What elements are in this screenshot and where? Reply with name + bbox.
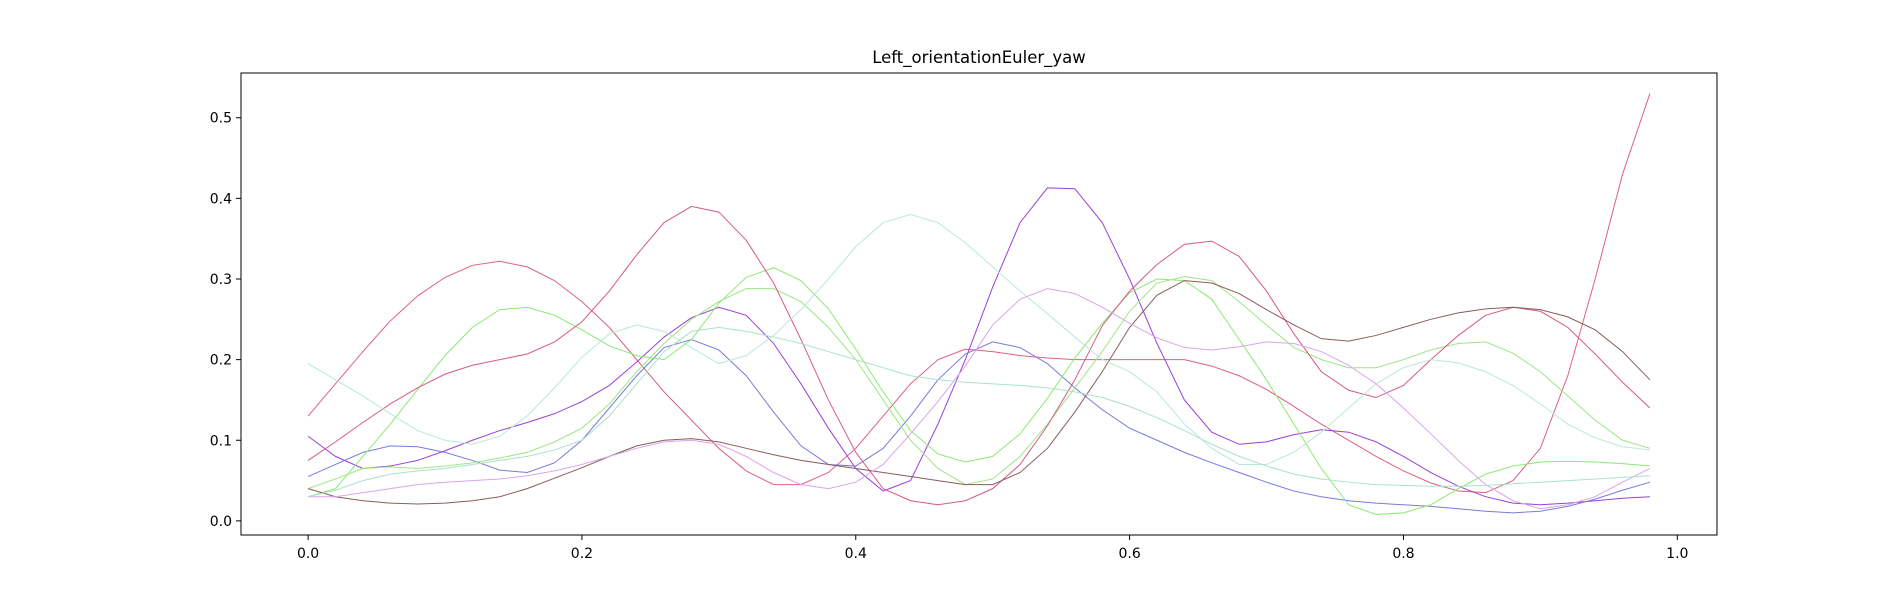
- series-line-9: [308, 288, 1651, 510]
- y-tick-label: 0.4: [210, 191, 232, 207]
- x-tick-label: 0.4: [845, 546, 867, 562]
- y-tick-label: 0.0: [210, 514, 232, 530]
- y-axis: 0.0 0.1 0.2 0.3 0.4 0.5: [210, 111, 241, 530]
- x-tick-label: 0.0: [297, 546, 319, 562]
- series-layer: [307, 93, 1651, 515]
- y-tick-label: 0.5: [210, 111, 232, 127]
- y-tick-label: 0.2: [210, 353, 232, 369]
- y-tick-label: 0.1: [210, 433, 232, 449]
- y-tick-label: 0.3: [210, 272, 232, 288]
- series-line-4: [307, 267, 1650, 515]
- x-tick-label: 0.8: [1392, 546, 1414, 562]
- x-tick-label: 0.2: [571, 546, 593, 562]
- series-line-2: [307, 187, 1650, 506]
- chart-title: Left_orientationEuler_yaw: [872, 48, 1086, 68]
- series-line-8: [307, 213, 1650, 465]
- plot-frame: [240, 72, 1718, 536]
- series-line-5: [307, 276, 1651, 490]
- series-line-1: [307, 93, 1651, 494]
- x-tick-label: 1.0: [1666, 546, 1688, 562]
- series-line-7: [307, 280, 1651, 505]
- series-line-10: [307, 326, 1650, 498]
- plot-area: [241, 73, 1717, 535]
- x-axis: 0.0 0.2 0.4 0.6 0.8 1.0: [297, 535, 1688, 562]
- series-line-6: [307, 205, 1651, 506]
- x-tick-label: 0.6: [1118, 546, 1140, 562]
